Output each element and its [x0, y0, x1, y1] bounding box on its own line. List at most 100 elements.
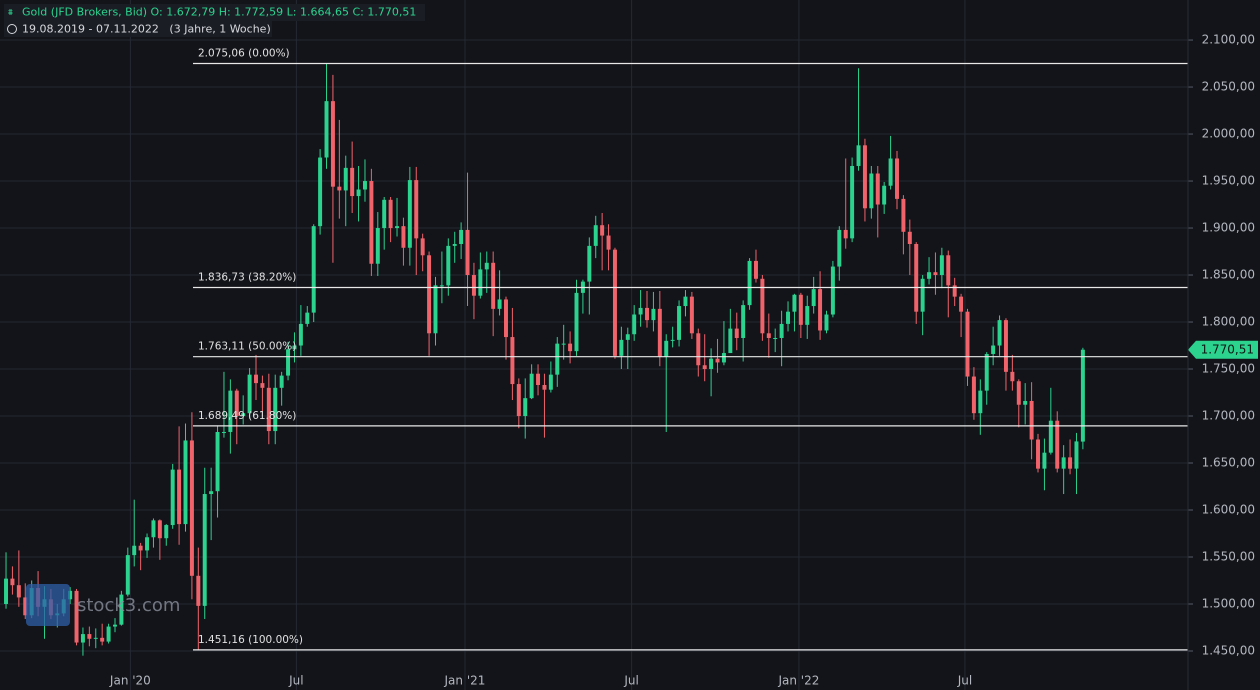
period-box — [4, 21, 272, 37]
candle-body — [305, 312, 310, 324]
y-tick-label: 1.700,00 — [1202, 409, 1255, 423]
fib-label: 1.689,49 (61.80%) — [198, 410, 296, 422]
candle-body — [241, 413, 246, 417]
clock-icon — [7, 24, 17, 34]
x-tick-label: Jan '22 — [777, 674, 819, 688]
candle-body — [702, 365, 707, 370]
candle-body — [939, 255, 944, 276]
y-tick-label: 1.950,00 — [1202, 174, 1255, 188]
candle-body — [510, 337, 515, 385]
y-tick-label: 1.850,00 — [1202, 268, 1255, 282]
candle-body — [1010, 371, 1015, 382]
candle-body — [465, 229, 470, 276]
candle-body — [80, 634, 85, 643]
fib-label: 1.763,11 (50.00%) — [198, 341, 296, 353]
candle-body — [292, 345, 297, 350]
candle-body — [1003, 320, 1008, 372]
candle-body — [862, 145, 867, 209]
candle-body — [677, 306, 682, 340]
candle-body — [215, 431, 220, 492]
candle-body — [798, 294, 803, 325]
candle-body — [478, 269, 483, 296]
candle-body — [516, 384, 521, 417]
candle-body — [895, 158, 899, 199]
candle-body — [856, 145, 861, 166]
candle-body — [16, 585, 21, 598]
candle-body — [568, 343, 573, 352]
candle-body — [600, 225, 605, 236]
candle-body — [170, 469, 175, 526]
candle-body — [401, 226, 406, 248]
candle-body — [183, 440, 188, 525]
candle-body — [497, 299, 502, 309]
candle-body — [221, 431, 226, 433]
candle-body — [619, 339, 624, 356]
x-tick-label: Jan '20 — [109, 674, 151, 688]
candle-body — [670, 339, 675, 341]
candle-body — [356, 189, 361, 197]
candle-body — [978, 390, 983, 414]
candle-body — [1055, 420, 1060, 469]
candle-body — [407, 180, 412, 248]
candle-body — [151, 520, 156, 538]
candle-body — [388, 199, 393, 229]
candle-body — [298, 323, 303, 346]
candle-body — [504, 299, 508, 338]
candle-body — [350, 167, 355, 197]
candle-body — [4, 578, 9, 604]
candle-body — [132, 545, 137, 556]
candle-body — [811, 289, 816, 307]
candle-body — [805, 306, 810, 325]
candle-body — [106, 626, 111, 642]
candle-body — [1068, 457, 1073, 469]
candle-body — [664, 340, 669, 357]
candle-body — [1042, 452, 1047, 469]
candle-body — [965, 311, 970, 377]
candle-body — [324, 101, 329, 158]
grid — [0, 0, 1193, 690]
period: 19.08.2019 - 07.11.2022 (3 Jahre, 1 Woch… — [22, 23, 271, 36]
fib-label: 1.836,73 (38.20%) — [198, 271, 296, 283]
candle-body — [837, 229, 842, 267]
candle-body — [773, 337, 778, 339]
candle-body — [728, 328, 733, 354]
candle-body — [548, 374, 553, 390]
candle-body — [286, 349, 291, 376]
candle-body — [523, 398, 528, 417]
x-tick-label: Jul — [288, 674, 303, 688]
candle-body — [484, 262, 489, 270]
candle-body — [491, 262, 496, 309]
candle-body — [869, 173, 874, 209]
candle-body — [1036, 439, 1040, 469]
candle-body — [395, 226, 400, 229]
candle-body — [427, 255, 432, 334]
candle-body — [202, 494, 207, 606]
candle-body — [196, 575, 201, 606]
candle-body — [68, 590, 73, 600]
header-box — [4, 4, 425, 21]
candle-body — [709, 358, 714, 370]
candle-body — [561, 343, 566, 345]
candle-body — [574, 292, 579, 352]
candle-body — [433, 285, 438, 334]
candle-body — [1023, 400, 1028, 405]
candle-body — [984, 353, 989, 391]
fib-label: 2.075,06 (0.00%) — [198, 47, 290, 59]
candle-body — [1029, 400, 1034, 440]
x-tick-label: Jul — [623, 674, 638, 688]
candle-body — [234, 390, 239, 417]
candle-body — [753, 260, 758, 279]
candle-body — [279, 375, 284, 388]
candle-body — [164, 525, 169, 539]
candle-body — [920, 278, 925, 312]
candle-body — [766, 333, 771, 338]
candle-body — [741, 305, 746, 338]
fib-label: 1.451,16 (100.00%) — [198, 634, 303, 646]
y-tick-label: 1.800,00 — [1202, 315, 1255, 329]
y-tick-label: 1.450,00 — [1202, 643, 1255, 657]
candle-body — [792, 294, 797, 312]
candle-body — [452, 244, 457, 246]
